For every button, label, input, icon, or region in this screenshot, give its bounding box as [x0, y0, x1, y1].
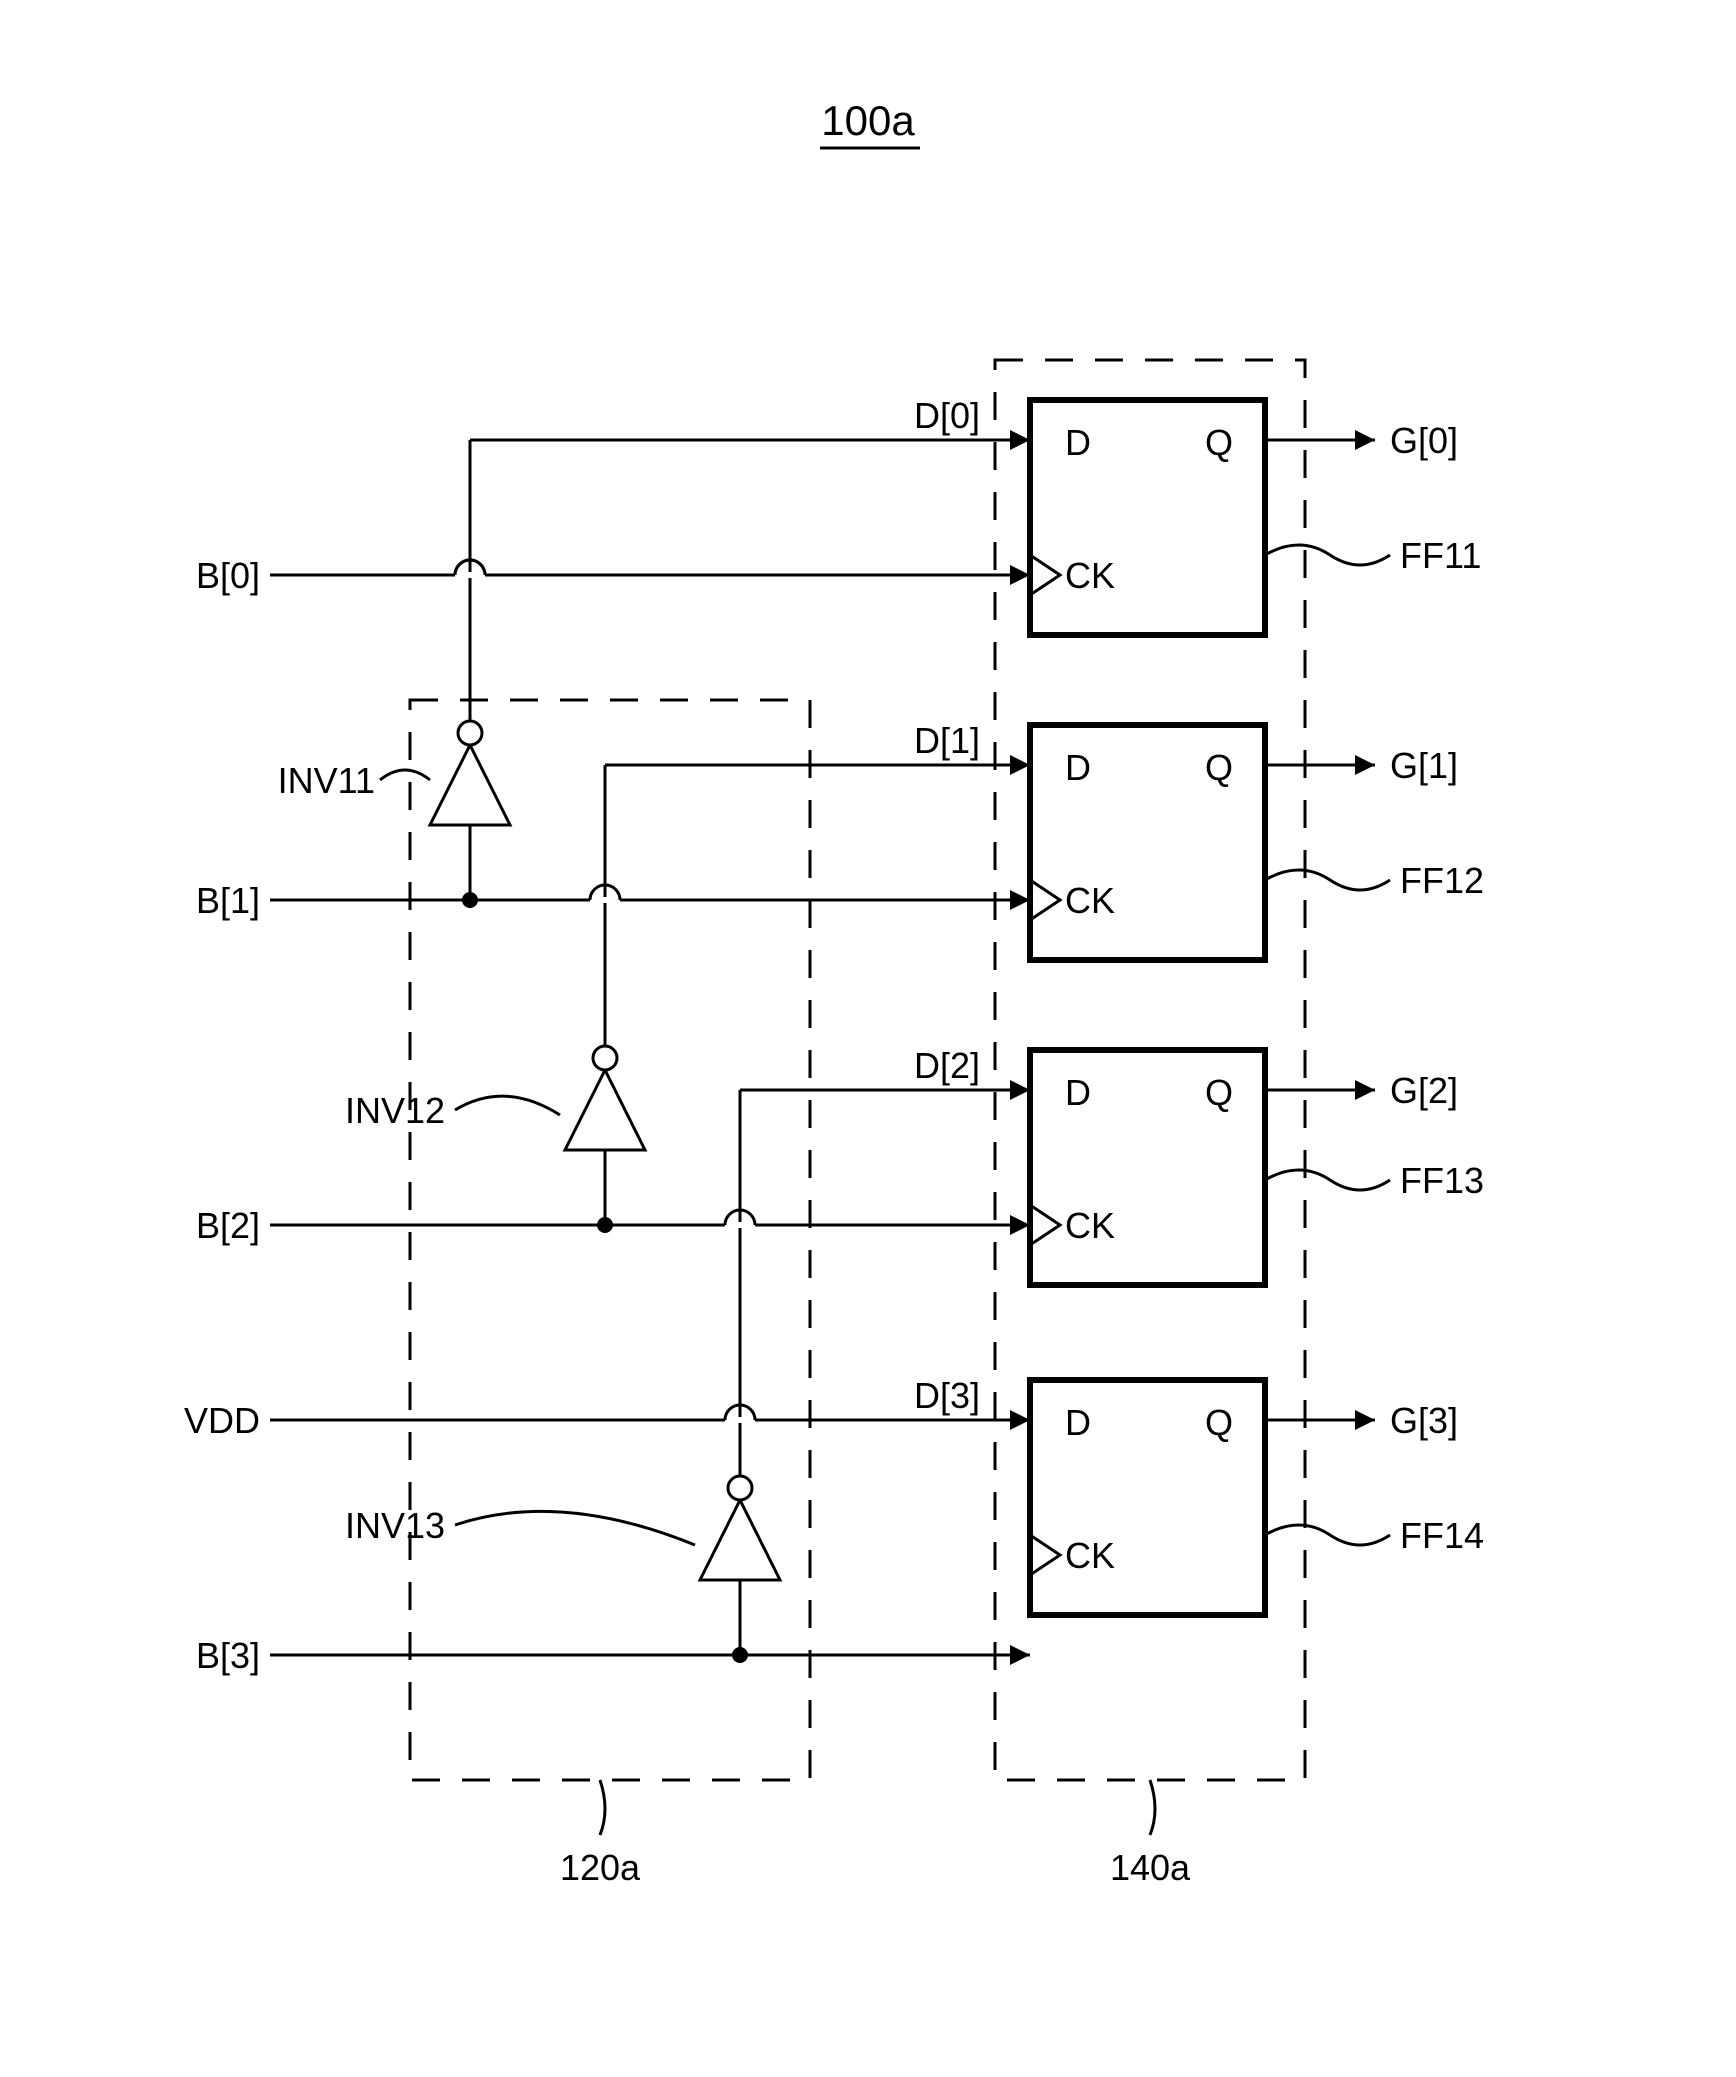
label-120a: 120a	[560, 1847, 641, 1888]
ff14-q-label: Q	[1205, 1402, 1233, 1443]
label-b2: B[2]	[196, 1205, 260, 1246]
ff11-ck-label: CK	[1065, 555, 1115, 596]
ff13-ck-label: CK	[1065, 1205, 1115, 1246]
ff12-q-label: Q	[1205, 747, 1233, 788]
label-140a: 140a	[1110, 1847, 1191, 1888]
label-d3: D[3]	[914, 1375, 980, 1416]
label-d2: D[2]	[914, 1045, 980, 1086]
label-g1: G[1]	[1390, 745, 1458, 786]
label-ff13: FF13	[1400, 1160, 1484, 1201]
ref-ff12	[1265, 870, 1390, 890]
ff14-ck-label: CK	[1065, 1535, 1115, 1576]
label-ff14: FF14	[1400, 1515, 1484, 1556]
ref-ff14	[1265, 1525, 1390, 1545]
label-d1: D[1]	[914, 720, 980, 761]
flipflop-ff11: D Q CK	[1030, 400, 1265, 635]
ff11-d-label: D	[1065, 422, 1091, 463]
ff13-d-label: D	[1065, 1072, 1091, 1113]
title-label: 100a	[821, 97, 915, 144]
ff11-q-label: Q	[1205, 422, 1233, 463]
label-inv11: INV11	[278, 760, 375, 801]
ff12-d-label: D	[1065, 747, 1091, 788]
inverter-inv12	[565, 1046, 645, 1150]
flipflop-ff13: D Q CK	[1030, 1050, 1265, 1285]
circuit-diagram: 100a D Q CK D Q CK D Q CK D Q CK	[0, 0, 1736, 2077]
label-b0: B[0]	[196, 555, 260, 596]
label-b1: B[1]	[196, 880, 260, 921]
ff12-ck-label: CK	[1065, 880, 1115, 921]
ref-inv13	[455, 1511, 695, 1545]
ff14-d-label: D	[1065, 1402, 1091, 1443]
label-ff11: FF11	[1400, 535, 1481, 576]
ff13-q-label: Q	[1205, 1072, 1233, 1113]
label-d0: D[0]	[914, 395, 980, 436]
inverter-inv11	[430, 721, 510, 825]
label-g2: G[2]	[1390, 1070, 1458, 1111]
leader-140a	[1150, 1780, 1155, 1835]
flipflop-ff14: D Q CK	[1030, 1380, 1265, 1615]
leader-120a	[600, 1780, 605, 1835]
label-vdd: VDD	[184, 1400, 260, 1441]
label-ff12: FF12	[1400, 860, 1484, 901]
label-b3: B[3]	[196, 1635, 260, 1676]
ref-inv11	[380, 770, 430, 780]
ref-inv12	[455, 1096, 560, 1115]
label-g3: G[3]	[1390, 1400, 1458, 1441]
label-inv12: INV12	[345, 1090, 445, 1131]
inverter-inv13	[700, 1476, 780, 1580]
ref-ff11	[1265, 545, 1390, 565]
ref-ff13	[1265, 1170, 1390, 1190]
flipflop-ff12: D Q CK	[1030, 725, 1265, 960]
label-inv13: INV13	[345, 1505, 445, 1546]
label-g0: G[0]	[1390, 420, 1458, 461]
